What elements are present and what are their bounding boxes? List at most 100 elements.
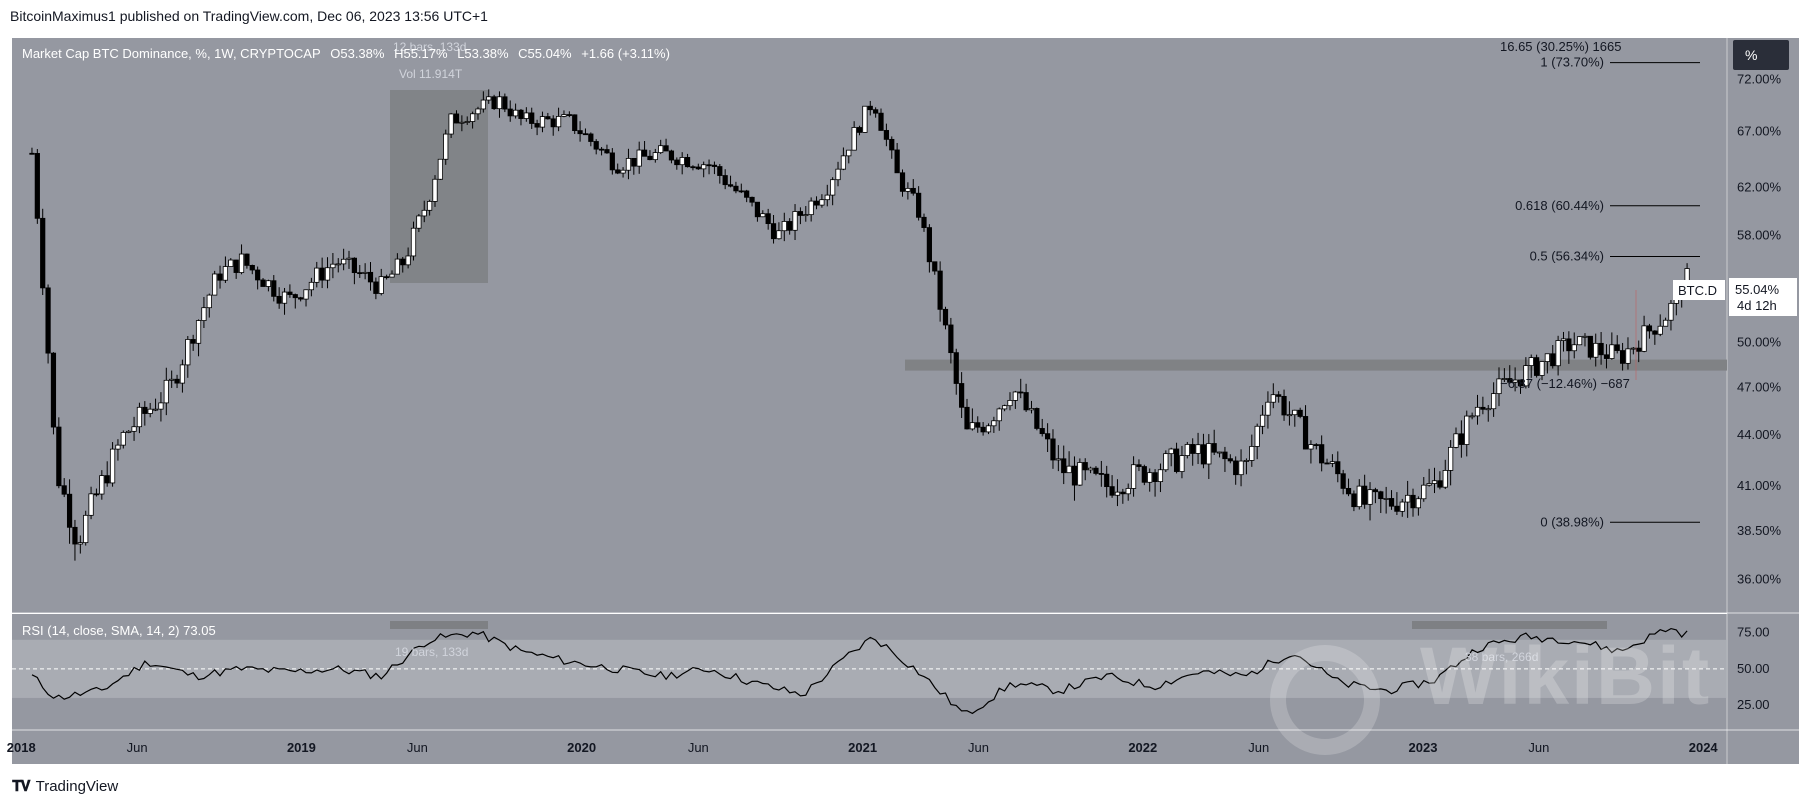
- candle: [185, 339, 191, 366]
- candle: [142, 406, 148, 414]
- candle: [1485, 408, 1491, 411]
- y-tick-label: 44.00%: [1737, 427, 1782, 442]
- watermark-text: WikiBit: [1420, 631, 1712, 722]
- candle: [201, 307, 207, 321]
- candle: [1619, 350, 1626, 364]
- candle: [120, 432, 126, 446]
- candle: [1501, 378, 1507, 380]
- candle: [684, 157, 691, 168]
- candle: [394, 258, 400, 275]
- candle: [1383, 498, 1389, 500]
- candle: [1641, 325, 1647, 352]
- candle: [722, 175, 728, 186]
- candle: [1405, 494, 1411, 503]
- candle: [942, 308, 949, 326]
- candle: [1109, 486, 1115, 496]
- candle: [1125, 488, 1131, 495]
- candle: [733, 185, 739, 192]
- tradingview-footer[interactable]: 𝐓𝐕 TradingView: [12, 778, 118, 795]
- rsi-range-label-right: 38 bars, 266d: [1465, 650, 1538, 664]
- candle: [959, 383, 965, 408]
- candle: [1560, 338, 1567, 341]
- candle: [615, 169, 621, 174]
- candle: [647, 155, 653, 161]
- candle: [985, 425, 992, 433]
- percent-scale-button[interactable]: %: [1733, 40, 1789, 70]
- candle: [421, 209, 427, 217]
- candle: [1007, 400, 1013, 407]
- candle: [190, 339, 196, 344]
- candle: [620, 169, 626, 174]
- candle: [1281, 395, 1287, 416]
- candle: [206, 294, 212, 309]
- candle: [314, 267, 320, 283]
- candle: [400, 258, 406, 266]
- candle: [1646, 325, 1653, 332]
- candle: [459, 121, 465, 124]
- candle: [539, 116, 546, 128]
- candle: [1362, 485, 1368, 505]
- candle: [803, 214, 809, 217]
- candle: [1028, 408, 1035, 411]
- candle: [518, 109, 524, 119]
- legend-open: O53.38%: [330, 46, 385, 61]
- horizontal-zone[interactable]: [905, 359, 1727, 371]
- candle: [1453, 433, 1459, 448]
- candle: [1313, 444, 1319, 446]
- candle: [910, 187, 916, 194]
- candle: [255, 269, 261, 281]
- price-pane[interactable]: [12, 38, 1727, 613]
- candle: [1399, 501, 1405, 512]
- candle: [1297, 409, 1303, 417]
- candle: [765, 213, 771, 225]
- rsi-legend-label[interactable]: RSI (14, close, SMA, 14, 2): [22, 623, 180, 638]
- x-tick-label: 2024: [1689, 740, 1719, 755]
- candle: [1372, 489, 1379, 493]
- candle: [523, 112, 529, 119]
- candle: [1034, 408, 1040, 429]
- candle: [577, 130, 583, 135]
- candle: [1039, 428, 1045, 435]
- legend-symbol[interactable]: Market Cap BTC Dominance, %, 1W, CRYPTOC…: [22, 46, 321, 61]
- candle: [1512, 379, 1518, 383]
- candle: [1437, 480, 1443, 488]
- time-axis[interactable]: [12, 730, 1799, 764]
- candle: [1302, 416, 1309, 450]
- candle: [932, 261, 938, 272]
- candle: [953, 352, 959, 384]
- candle: [405, 255, 411, 266]
- legend-close: C55.04%: [518, 46, 572, 61]
- candle: [609, 152, 615, 171]
- rsi-range-box-right: [1412, 621, 1607, 629]
- candle: [1625, 348, 1631, 364]
- candle: [738, 190, 744, 193]
- legend-high: H55.17%: [394, 46, 448, 61]
- candle: [1464, 415, 1470, 445]
- candle: [1577, 336, 1583, 346]
- x-ticks-group: 2018 Jun 2019 Jun 2020 Jun 2021 Jun 2022 Jun 2023 J…: [7, 740, 1719, 755]
- legend-low: L53.38%: [457, 46, 509, 61]
- candle: [588, 133, 594, 142]
- y-tick-label: 72.00%: [1737, 71, 1782, 86]
- tradingview-logo-icon: 𝐓𝐕: [12, 778, 31, 795]
- candle: [808, 200, 814, 216]
- candle: [281, 291, 288, 304]
- candle: [1496, 378, 1502, 395]
- candle: [749, 196, 755, 203]
- candle: [1071, 465, 1078, 486]
- candle: [83, 514, 89, 544]
- candle: [158, 402, 164, 410]
- candle: [1055, 458, 1061, 461]
- candle: [29, 152, 35, 155]
- candle: [271, 280, 277, 297]
- range-selection-box[interactable]: [390, 90, 488, 283]
- candle: [1528, 357, 1534, 366]
- candle: [453, 113, 460, 124]
- price-scale[interactable]: [1727, 38, 1799, 730]
- y-tick-label: 41.00%: [1737, 478, 1782, 493]
- candle: [324, 267, 331, 281]
- candle: [760, 213, 766, 218]
- candle: [217, 273, 223, 281]
- candle: [899, 172, 906, 192]
